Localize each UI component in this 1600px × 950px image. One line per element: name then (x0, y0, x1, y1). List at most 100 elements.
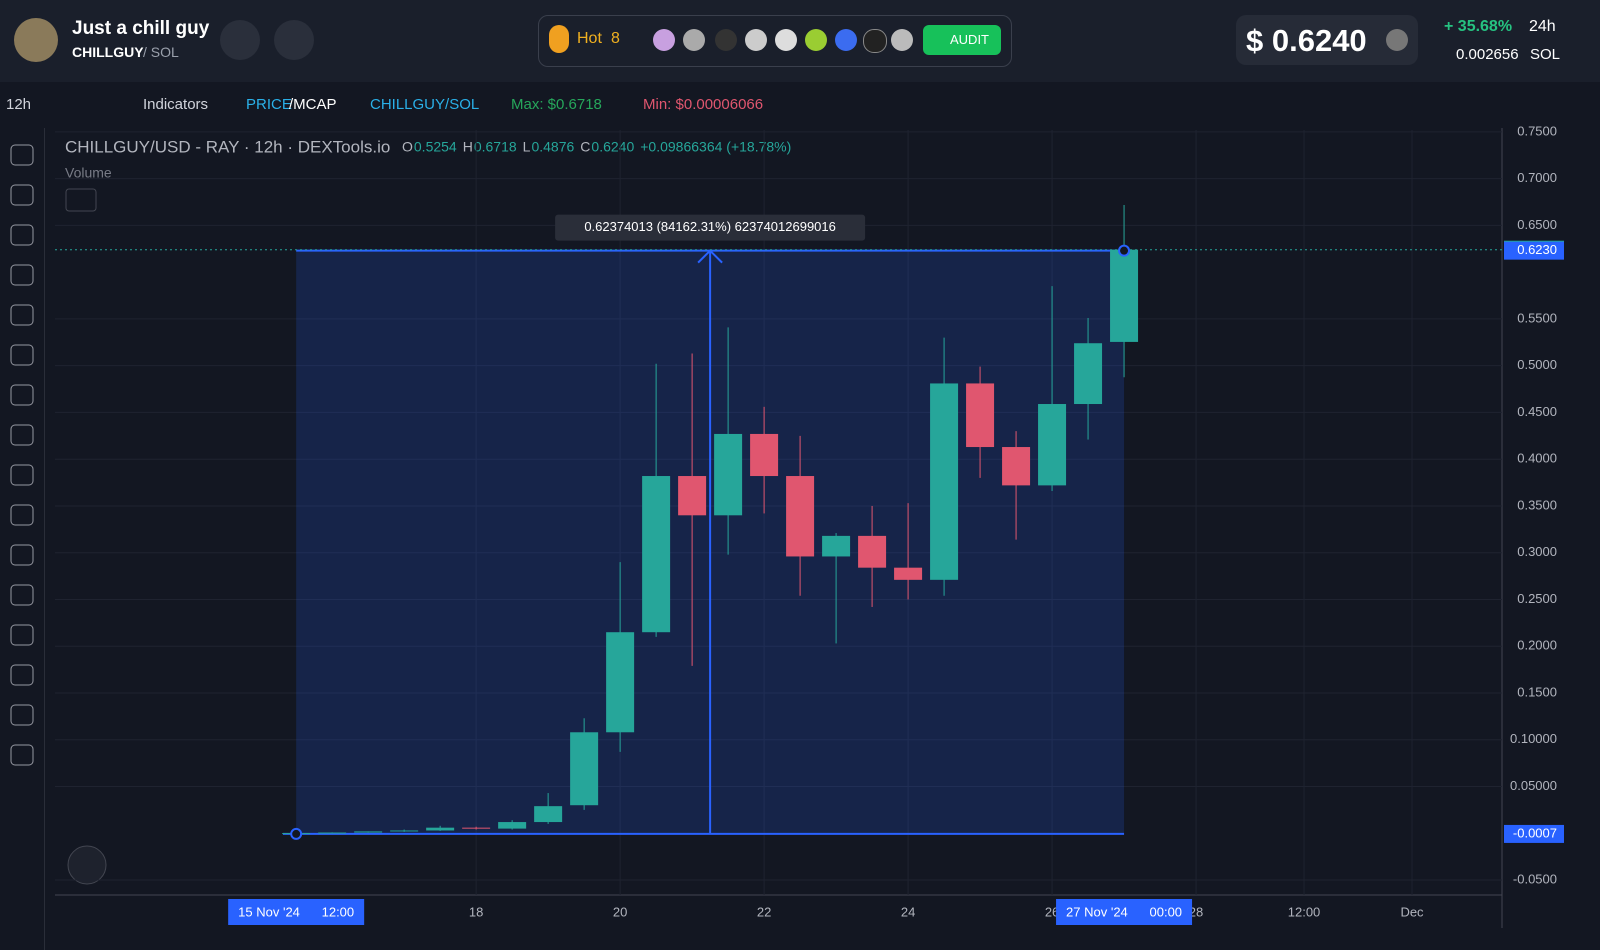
tool-icon[interactable] (10, 584, 34, 606)
info-icon[interactable] (1386, 29, 1408, 51)
candle-body (1074, 343, 1103, 405)
social-icon[interactable] (775, 29, 797, 51)
x-tick-label: Dec (1400, 904, 1424, 919)
candle-body (858, 535, 887, 568)
candle-body (1038, 404, 1067, 486)
candle-body (786, 476, 815, 557)
interval[interactable]: 12h (6, 96, 32, 113)
tool-icon[interactable] (10, 424, 34, 446)
tool-icon[interactable] (10, 384, 34, 406)
tool-icon[interactable] (10, 184, 34, 206)
measure-label: 0.62374013 (84162.31%) 62374012699016 (584, 219, 836, 234)
ohlc-h-label: H (463, 139, 473, 155)
collapse-button[interactable] (65, 188, 97, 212)
pair-toggle[interactable]: CHILLGUY/SOL (370, 96, 480, 113)
date-label-box (1056, 899, 1193, 925)
hot-label: Hot (577, 30, 602, 47)
candle-body (318, 832, 347, 834)
tool-icon[interactable] (10, 464, 34, 486)
price: $ 0.6240 (1246, 23, 1367, 58)
social-icon[interactable] (835, 29, 857, 51)
x-tick-label: 24 (901, 904, 915, 919)
min-price: Min: $0.00006066 (643, 96, 764, 113)
more-icon[interactable] (891, 29, 913, 51)
badges: Hot 8 AUDIT (538, 15, 1012, 67)
tool-icon[interactable] (10, 664, 34, 686)
share-button[interactable] (274, 20, 314, 60)
x-tick-label: 20 (613, 904, 627, 919)
social-icon[interactable] (863, 29, 887, 53)
social-icon[interactable] (745, 29, 767, 51)
mcap-toggle[interactable]: /MCAP (289, 96, 337, 113)
indicators-button[interactable]: Indicators (143, 96, 209, 113)
ohlc-o-label: O (402, 139, 413, 155)
social-icon[interactable] (683, 29, 705, 51)
volume-label: Volume (65, 165, 112, 181)
tool-icon[interactable] (10, 264, 34, 286)
tool-icon[interactable] (10, 304, 34, 326)
tool-icon[interactable] (10, 624, 34, 646)
x-tick-label: 22 (757, 904, 771, 919)
ohlc-change: +0.09866364 (+18.78%) (640, 139, 791, 155)
favorite-button[interactable] (220, 20, 260, 60)
candle-body (822, 535, 851, 557)
measure-handle (1118, 244, 1131, 257)
tool-icon[interactable] (10, 544, 34, 566)
candle-body (498, 822, 527, 829)
y-tick-label: 0.4500 (1517, 404, 1557, 419)
social-icon[interactable] (653, 29, 675, 51)
token-pair: / SOL (143, 44, 179, 60)
price-label-box (1504, 824, 1564, 843)
candle-body (570, 732, 599, 806)
token-avatar (14, 18, 58, 62)
y-tick-label: -0.0500 (1513, 871, 1557, 886)
candle-body (1002, 447, 1031, 486)
ohlc-l-label: L (523, 139, 531, 155)
tool-icon[interactable] (10, 504, 34, 526)
measure-handle (290, 827, 303, 840)
candle-body (714, 433, 743, 516)
date-label: 27 Nov '24 (1066, 904, 1128, 919)
candle-body (534, 806, 563, 823)
y-tick-label: 0.7000 (1517, 170, 1557, 185)
y-tick-label: 0.1500 (1517, 684, 1557, 699)
candle-body (642, 476, 671, 633)
hot-rank: 8 (611, 30, 620, 47)
candle-body (462, 827, 491, 829)
tv-logo (67, 845, 107, 885)
tool-icon[interactable] (10, 744, 34, 766)
candle-body (750, 433, 779, 477)
y-tick-label: 0.10000 (1510, 731, 1557, 746)
y-tick-label: 0.3500 (1517, 497, 1557, 512)
candle-body (606, 632, 635, 733)
candle-body (894, 567, 923, 580)
price-box: $ 0.6240 (1236, 15, 1418, 65)
x-tick-label: 12:00 (1288, 904, 1321, 919)
price-toggle[interactable]: PRICE (246, 96, 292, 113)
y-tick-label: 0.3000 (1517, 544, 1557, 559)
social-icon[interactable] (805, 29, 827, 51)
y-tick-label: 0.5500 (1517, 310, 1557, 325)
y-tick-label: 0.2000 (1517, 638, 1557, 653)
y-tick-label: 0.7500 (1517, 123, 1557, 138)
y-tick-label: 0.05000 (1510, 778, 1557, 793)
candle-body (930, 383, 959, 580)
audit-button[interactable]: AUDIT (923, 25, 1001, 55)
ohlc-l: 0.4876 (531, 139, 574, 155)
price-change: + 35.68% (1444, 18, 1513, 35)
sol-unit: SOL (1530, 46, 1561, 63)
social-icon[interactable] (715, 29, 737, 51)
date-label-box (228, 899, 365, 925)
tool-icon[interactable] (10, 704, 34, 726)
y-tick-label: 0.2500 (1517, 591, 1557, 606)
y-tick-label: 0.5000 (1517, 357, 1557, 372)
tool-icon[interactable] (10, 144, 34, 166)
ohlc-h: 0.6718 (474, 139, 517, 155)
candle-body (966, 383, 995, 448)
y-tick-label: 0.4000 (1517, 451, 1557, 466)
candle-body (390, 830, 419, 832)
tool-icon[interactable] (10, 344, 34, 366)
tool-icon[interactable] (10, 224, 34, 246)
price-sol: 0.002656 (1456, 46, 1519, 63)
chart-title: CHILLGUY/USD - RAY · 12h · DEXTools.io (65, 137, 390, 156)
